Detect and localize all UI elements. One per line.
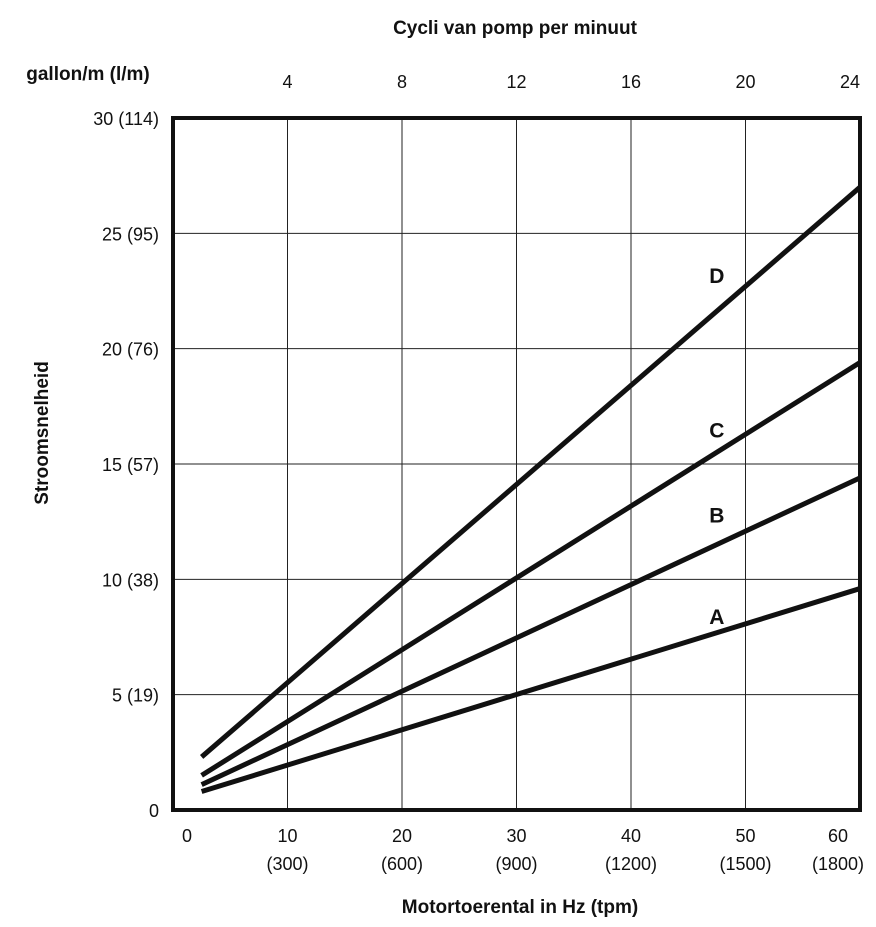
x-tick-rpm-label-6: (1800) (812, 854, 864, 874)
x-tick-label-4: 40 (621, 826, 641, 846)
top-tick-label-0: 4 (282, 72, 292, 92)
series-line-b (200, 475, 862, 787)
x-axis-title: Motortoerental in Hz (tpm) (402, 897, 638, 918)
x-tick-rpm-label-2: (600) (381, 854, 423, 874)
x-tick-rpm-label-4: (1200) (605, 854, 657, 874)
x-tick-label-1: 10 (277, 826, 297, 846)
y-axis-title: Stroomsnelheid (32, 361, 53, 505)
x-tick-rpm-label-1: (300) (266, 854, 308, 874)
x-tick-label-3: 30 (506, 826, 526, 846)
series-label-d: D (709, 265, 724, 288)
x-tick-rpm-label-3: (900) (495, 854, 537, 874)
series-label-c: C (709, 419, 724, 442)
x-tick-labels: 0 10 (300) 20 (600) 30 (900) 40 (1200) 50 (1500) 60… (182, 826, 864, 874)
series-line-d (199, 185, 862, 759)
x-tick-label-6: 60 (828, 826, 848, 846)
top-axis-title: Cycli van pomp per minuut (393, 18, 638, 39)
series-label-b: B (709, 505, 724, 528)
y-tick-label-5: 25 (95) (102, 224, 159, 244)
top-tick-label-5: 24 (840, 72, 860, 92)
y-tick-label-6: 30 (114) (93, 109, 159, 129)
x-tick-label-2: 20 (392, 826, 412, 846)
plot-frame (171, 116, 862, 812)
y-tick-label-3: 15 (57) (102, 455, 159, 475)
top-tick-label-1: 8 (397, 72, 407, 92)
grid-lines (173, 118, 860, 810)
y-tick-labels: 0 5 (19) 10 (38) 15 (57) 20 (76) 25 (95) 30 (1… (93, 109, 159, 821)
y-tick-label-1: 5 (19) (112, 686, 159, 706)
series-labels: A B C D (709, 265, 724, 629)
top-tick-label-2: 12 (506, 72, 526, 92)
series-line-c (200, 360, 862, 778)
x-tick-rpm-label-5: (1500) (719, 854, 771, 874)
top-tick-labels: 4 8 12 16 20 24 (282, 72, 860, 92)
series-lines (199, 185, 862, 794)
y-tick-label-2: 10 (38) (102, 570, 159, 590)
x-tick-label-0: 0 (182, 826, 192, 846)
y-tick-label-4: 20 (76) (102, 340, 159, 360)
series-label-a: A (709, 606, 724, 629)
y-tick-label-0: 0 (149, 801, 159, 821)
series-line-a (200, 586, 861, 794)
top-tick-label-4: 20 (735, 72, 755, 92)
x-tick-label-5: 50 (735, 826, 755, 846)
y-unit-label: gallon/m (l/m) (26, 64, 150, 85)
top-tick-label-3: 16 (621, 72, 641, 92)
